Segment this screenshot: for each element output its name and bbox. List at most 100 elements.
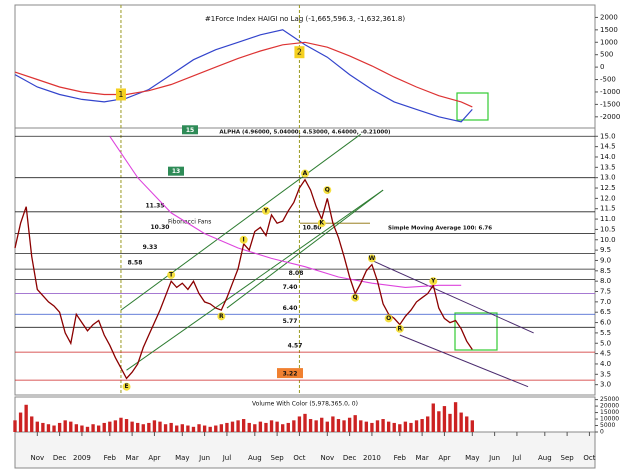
volume-bar [431, 403, 435, 432]
x-tick-label: Mar [126, 454, 139, 462]
volume-bar [57, 422, 62, 432]
x-tick-label: Oct [583, 454, 595, 462]
volume-bar [258, 421, 263, 432]
x-tick-label: Dec [343, 454, 357, 462]
wave-marker [217, 312, 226, 321]
level-label: 3.22 [283, 371, 298, 378]
wave-label: E [124, 383, 128, 390]
volume-bar [353, 415, 357, 432]
volume-bar [214, 425, 218, 432]
volume-bar [414, 420, 419, 432]
volume-bar [46, 424, 51, 432]
volume-bar [141, 424, 145, 432]
x-tick-label: May [465, 454, 479, 462]
volume-bar [420, 419, 424, 432]
volume-bar [275, 421, 279, 432]
wave-label: W [369, 255, 376, 262]
y-tick-label: -1500 [600, 100, 620, 108]
x-tick-label: Sep [561, 454, 575, 462]
level-label: 15 [186, 127, 194, 134]
x-tick-label: Feb [394, 454, 407, 462]
x-tick-label: 2009 [73, 454, 91, 462]
volume-bar [113, 420, 118, 432]
volume-bar [465, 416, 469, 432]
volume-bar [13, 420, 17, 432]
volume-bar [342, 420, 346, 432]
volume-bar [130, 421, 134, 432]
wave-marker [317, 219, 326, 228]
level-label: 11.35 [146, 202, 165, 209]
level-label: 7.40 [283, 284, 298, 291]
price-panel [14, 127, 596, 396]
volume-bar [286, 422, 290, 432]
wave-marker [395, 324, 404, 333]
highlight-box [454, 312, 498, 351]
event-marker [115, 88, 126, 101]
level-label: 8.08 [289, 270, 304, 277]
volume-bar [325, 421, 329, 432]
volume-bar [69, 421, 73, 432]
level-label: 9.33 [143, 244, 158, 251]
volume-bar [398, 424, 402, 432]
volume-bar [102, 422, 106, 432]
event-marker [294, 46, 305, 59]
wave-label: K [319, 220, 324, 227]
wave-label: T [169, 271, 174, 278]
y-tick-label: 500 [600, 51, 613, 59]
volume-bar [136, 422, 140, 432]
level-box [182, 125, 198, 135]
trend-line [120, 133, 362, 311]
sma-title: Simple Moving Average 100: 6.76 [388, 226, 492, 232]
y-tick-label: 15.0 [600, 132, 616, 140]
volume-bar [41, 422, 45, 432]
x-tick-label: Apr [438, 454, 450, 462]
volume-bar [297, 416, 302, 432]
fan-label: 10.80 [303, 225, 322, 232]
wave-label: Y [263, 207, 269, 214]
volume-bar [24, 404, 28, 432]
volume-bar [359, 420, 363, 432]
wave-label: I [243, 236, 245, 243]
y-tick-label: 12.0 [600, 194, 616, 202]
volume-bar [292, 420, 296, 432]
x-tick-label: Sep [271, 454, 285, 462]
volume-bar [85, 426, 90, 432]
volume-bar [180, 424, 184, 432]
wave-marker [429, 277, 438, 286]
volume-bar [303, 413, 307, 432]
level-label: 4.57 [288, 343, 303, 350]
volume-bar [169, 422, 173, 432]
y-tick-label: 6.0 [600, 319, 611, 327]
volume-bar [314, 420, 318, 432]
volume-bar [147, 422, 151, 432]
x-tick-label: Jul [222, 454, 232, 462]
wave-label: R [219, 313, 224, 320]
volume-bar [30, 416, 34, 432]
volume-bar [197, 424, 201, 432]
volume-bar [364, 421, 369, 432]
volume-bar [370, 422, 374, 432]
x-tick-label: Jun [198, 454, 210, 462]
level-label: 8.58 [128, 260, 143, 267]
level-label: 10.30 [151, 224, 170, 231]
x-tick-label: Jul [512, 454, 522, 462]
y-tick-label: 8.0 [600, 277, 611, 285]
x-tick-label: 2010 [363, 454, 381, 462]
volume-bar [442, 406, 447, 432]
sma-line [109, 135, 462, 288]
y-tick-label: 10.5 [600, 225, 616, 233]
volume-bar [426, 416, 430, 432]
volume-bar [470, 420, 474, 432]
wave-label: Q [325, 187, 330, 194]
level-box [168, 166, 184, 176]
volume-bar [219, 424, 224, 432]
y-tick-label: 13.0 [600, 174, 616, 182]
x-tick-label: Nov [30, 454, 44, 462]
x-tick-label: Mar [416, 454, 429, 462]
y-tick-label: 14.5 [600, 143, 616, 151]
volume-bar [230, 421, 235, 432]
volume-bar [124, 419, 129, 432]
level-label: 5.77 [283, 318, 298, 325]
y-tick-label: 4.5 [600, 350, 611, 358]
